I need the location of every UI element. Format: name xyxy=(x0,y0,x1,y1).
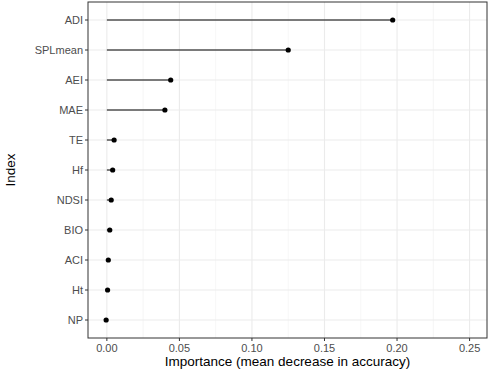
dot xyxy=(109,197,114,202)
dot xyxy=(105,287,110,292)
y-tick xyxy=(85,230,88,231)
panel-border xyxy=(88,2,487,338)
x-axis-title: Importance (mean decrease in accuracy) xyxy=(165,354,410,369)
y-tick-label: AEI xyxy=(65,74,83,86)
y-tick xyxy=(85,290,88,291)
stem xyxy=(107,20,393,21)
y-tick-label: Hf xyxy=(72,164,84,176)
grid-line-y xyxy=(88,199,487,200)
y-tick-label: Ht xyxy=(72,284,83,296)
y-tick xyxy=(85,200,88,201)
y-tick-label: BIO xyxy=(64,224,83,236)
x-tick-label: 0.05 xyxy=(169,342,190,354)
x-tick-label: 0.00 xyxy=(96,342,117,354)
marks xyxy=(104,17,396,322)
y-tick xyxy=(85,320,88,321)
dot xyxy=(168,77,173,82)
grid-line-y xyxy=(88,109,487,110)
grid-line-y xyxy=(88,19,487,20)
dot xyxy=(390,17,395,22)
grid-line-y xyxy=(88,319,487,320)
grid-line-y xyxy=(88,169,487,170)
y-axis-title: Index xyxy=(3,153,18,186)
grid-line-y xyxy=(88,139,487,140)
dot xyxy=(106,257,111,262)
panel-bg xyxy=(88,2,487,338)
dot xyxy=(104,317,109,322)
x-tick xyxy=(324,338,325,341)
x-tick-label: 0.25 xyxy=(459,342,480,354)
grid-line-y xyxy=(88,259,487,260)
x-tick xyxy=(397,338,398,341)
y-tick-label: NDSI xyxy=(57,194,83,206)
y-tick xyxy=(85,110,88,111)
x-tick-label: 0.15 xyxy=(314,342,335,354)
y-tick xyxy=(85,260,88,261)
grid-line-y xyxy=(88,229,487,230)
chart-svg: 0.00 0.05 0.10 0.15 0.20 0.25 ADI SPLmean AEI MAE… xyxy=(0,0,500,372)
x-tick xyxy=(251,338,252,341)
y-tick-label: ADI xyxy=(65,14,83,26)
stem xyxy=(107,110,165,111)
y-tick-label: MAE xyxy=(59,104,83,116)
y-tick xyxy=(85,50,88,51)
y-tick-label: ACI xyxy=(65,254,83,266)
x-tick xyxy=(469,338,470,341)
y-tick xyxy=(85,170,88,171)
x-tick xyxy=(179,338,180,341)
x-tick xyxy=(106,338,107,341)
dot xyxy=(286,47,291,52)
dot xyxy=(110,167,115,172)
grid-line-y xyxy=(88,289,487,290)
x-tick-label: 0.10 xyxy=(241,342,262,354)
x-tick-label: 0.20 xyxy=(386,342,407,354)
y-tick xyxy=(85,20,88,21)
y-tick-label: TE xyxy=(69,134,83,146)
chart-root: 0.00 0.05 0.10 0.15 0.20 0.25 ADI SPLmean AEI MAE… xyxy=(0,0,500,372)
dot xyxy=(162,107,167,112)
y-tick xyxy=(85,140,88,141)
y-tick xyxy=(85,80,88,81)
dot xyxy=(107,227,112,232)
stem xyxy=(107,50,288,51)
dot xyxy=(112,137,117,142)
stem xyxy=(107,80,171,81)
y-tick-label: SPLmean xyxy=(35,44,83,56)
grid-line-y xyxy=(88,79,487,80)
y-tick-label: NP xyxy=(68,314,83,326)
